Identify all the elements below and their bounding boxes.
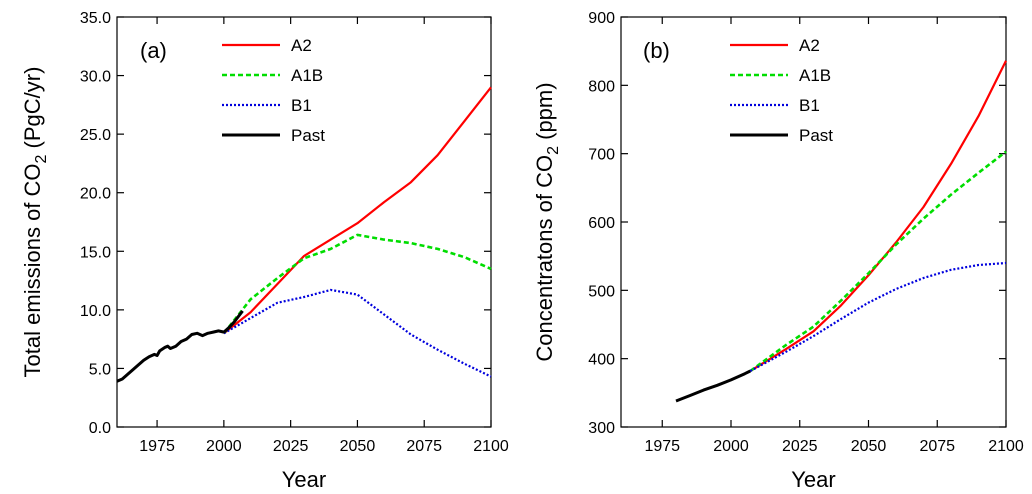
x-tick-label: 2050 [851, 438, 887, 455]
x-tick-label: 2075 [919, 438, 955, 455]
y-tick-label: 30.0 [80, 69, 111, 86]
x-tick-label: 2000 [713, 438, 749, 455]
legend-label: B1 [799, 96, 820, 115]
x-tick-label: 2025 [273, 438, 309, 455]
y-tick-label: 5.0 [89, 361, 111, 378]
x-axis-title: Year [791, 467, 835, 492]
series-line-b1 [223, 288, 492, 378]
y-tick-label: 0.0 [89, 420, 111, 437]
y-tick-label: 300 [588, 420, 615, 437]
y-tick-label: 500 [588, 283, 615, 300]
y-axis-title-subscript: 2 [33, 154, 50, 163]
y-axis-title-main: Concentratons of CO [532, 155, 557, 362]
x-tick-label: 2000 [206, 438, 242, 455]
y-tick-label: 35.0 [80, 10, 111, 27]
series-line-a1b [222, 233, 492, 335]
legend-label: A2 [291, 36, 312, 55]
chart-panel-1: 300 400 500 600 700 800 900 1975 2000 2025 2050 207… [532, 10, 1024, 492]
series-line-b1 [749, 261, 1007, 372]
y-axis-title-unit: (ppm) [532, 82, 557, 146]
y-axis-title-unit: (PgC/yr) [20, 67, 45, 155]
y-axis-title-main: Total emissions of CO [20, 163, 45, 377]
series-line-past [675, 369, 751, 403]
x-tick-label: 1975 [644, 438, 680, 455]
y-tick-label: 25.0 [80, 127, 111, 144]
x-tick-label: 2025 [782, 438, 818, 455]
series-line-a2 [749, 60, 1007, 372]
legend-label: B1 [291, 96, 312, 115]
legend-label: A2 [799, 36, 820, 55]
chart-panel-0: 0.0 5.0 10.0 15.0 20.0 25.0 30.0 35.0 1975 2000 20… [20, 10, 509, 492]
y-tick-label: 800 [588, 78, 615, 95]
x-axis-title: Year [282, 467, 326, 492]
panel-label: (a) [140, 38, 167, 63]
legend-label: Past [291, 126, 325, 145]
y-tick-label: 400 [588, 352, 615, 369]
y-tick-label: 600 [588, 215, 615, 232]
series-line-past [116, 310, 244, 383]
y-axis-title-subscript: 2 [545, 146, 562, 155]
plot-frame [116, 16, 492, 428]
x-tick-label: 2100 [988, 438, 1024, 455]
x-tick-label: 2100 [473, 438, 509, 455]
x-tick-label: 2075 [406, 438, 442, 455]
legend-label: Past [799, 126, 833, 145]
y-tick-label: 10.0 [80, 303, 111, 320]
series-line-a2 [223, 86, 492, 335]
y-tick-label: 15.0 [80, 244, 111, 261]
y-tick-label: 20.0 [80, 186, 111, 203]
y-tick-label: 700 [588, 147, 615, 164]
series-line-a1b [749, 150, 1007, 373]
x-tick-label: 2050 [340, 438, 376, 455]
legend-label: A1B [291, 66, 323, 85]
panel-label: (b) [643, 38, 670, 63]
y-axis-title: Concentratons of CO2 (ppm) [532, 82, 562, 361]
x-tick-label: 1975 [139, 438, 175, 455]
y-tick-label: 900 [588, 10, 615, 27]
legend-label: A1B [799, 66, 831, 85]
y-axis-title: Total emissions of CO2 (PgC/yr) [20, 67, 50, 378]
